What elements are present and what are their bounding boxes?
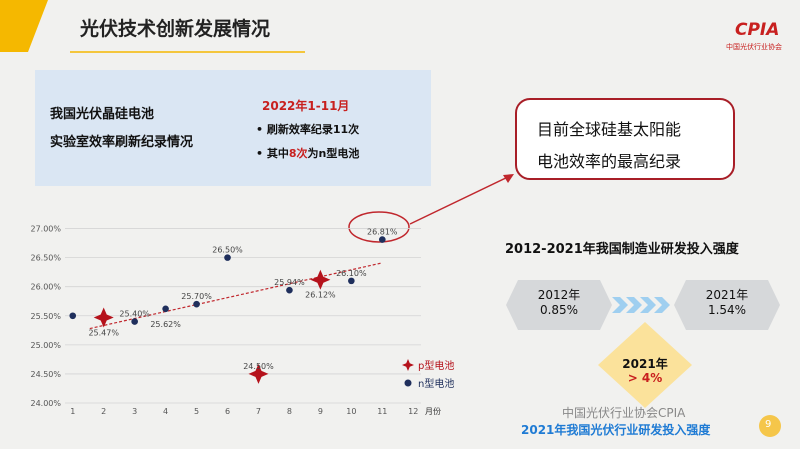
- x-tick-label: 9: [318, 407, 323, 416]
- point: [131, 318, 138, 325]
- x-axis-label: 月份: [425, 406, 441, 416]
- y-tick-label: 24.00%: [30, 399, 61, 408]
- box-year: 2021年: [622, 357, 668, 371]
- caption: 2021年我国光伏行业研发投入强度: [521, 423, 711, 437]
- y-tick-label: 26.50%: [30, 254, 61, 263]
- x-tick-label: 2: [101, 407, 106, 416]
- bullet-text: 其中: [266, 147, 289, 160]
- x-tick-label: 10: [346, 407, 356, 416]
- point: [379, 236, 386, 243]
- box-value: 0.85%: [539, 303, 579, 317]
- info-box: [35, 70, 431, 186]
- legend-label: p型电池: [418, 359, 454, 372]
- point: [286, 286, 293, 294]
- box-year: 2021年: [705, 288, 749, 302]
- rd-title: 2012-2021年我国制造业研发投入强度: [505, 242, 739, 257]
- title: 光伏技术创新发展情况: [80, 18, 271, 40]
- x-tick-label: 12: [408, 407, 418, 416]
- y-tick-label: 25.00%: [30, 341, 61, 350]
- data-label: 26.50%: [212, 246, 243, 255]
- watermark: 中国光伏行业协会CPIA: [562, 406, 686, 420]
- point: [224, 254, 231, 261]
- bullet-text: 刷新效率纪录11次: [266, 123, 360, 136]
- box-value: > 4%: [627, 371, 663, 385]
- data-label: 25.70%: [181, 292, 212, 301]
- logo-sub: 中国光伏行业协会: [726, 43, 782, 51]
- bullet-text: 为n型电池: [307, 147, 360, 160]
- data-label: 25.47%: [88, 329, 119, 338]
- info-text: 实验室效率刷新纪录情况: [50, 135, 194, 150]
- legend-marker: [404, 379, 412, 387]
- bullet-highlight: 8次: [288, 147, 308, 160]
- arrow: [409, 175, 511, 225]
- info-text: 我国光伏晶硅电池: [50, 107, 155, 122]
- x-tick-label: 7: [256, 407, 261, 416]
- data-label: 26.81%: [367, 228, 398, 237]
- data-label: 24.50%: [243, 362, 274, 371]
- bullet: • 刷新效率纪录11次: [256, 123, 360, 136]
- x-tick-label: 5: [194, 407, 199, 416]
- y-tick-label: 24.50%: [30, 370, 61, 379]
- callout-text: 电池效率的最高纪录: [537, 152, 682, 171]
- y-tick-label: 25.50%: [30, 312, 61, 321]
- period: 2022年1-11月: [262, 99, 350, 113]
- arrow-head: [503, 174, 514, 183]
- bullet: • 其中8次为n型电池: [256, 147, 360, 160]
- data-label: 25.40%: [119, 310, 150, 319]
- point: [248, 363, 269, 384]
- point: [93, 307, 114, 328]
- point: [69, 312, 77, 320]
- y-tick-label: 26.00%: [30, 283, 61, 292]
- x-tick-label: 6: [225, 407, 230, 416]
- data-label: 25.94%: [274, 278, 305, 287]
- data-label: 25.62%: [150, 320, 181, 329]
- x-tick-label: 3: [132, 407, 137, 416]
- page-number: 9: [765, 419, 772, 430]
- y-tick-label: 27.00%: [30, 225, 61, 234]
- point: [348, 277, 355, 285]
- box-value: 1.54%: [707, 303, 747, 317]
- x-tick-label: 11: [377, 407, 387, 416]
- accent: [0, 0, 48, 52]
- box: [506, 280, 612, 330]
- point: [162, 305, 169, 313]
- data-label: 26.10%: [336, 269, 367, 278]
- legend-label: n型电池: [418, 377, 454, 390]
- diamond: [598, 322, 692, 408]
- callout-text: 目前全球硅基太阳能: [537, 120, 682, 139]
- box-year: 2012年: [537, 288, 581, 302]
- point: [193, 300, 200, 308]
- box: [674, 280, 780, 330]
- chevrons: [612, 297, 670, 313]
- x-tick-label: 8: [287, 407, 292, 416]
- x-tick-label: 1: [70, 407, 75, 416]
- point: [310, 269, 331, 290]
- highlight: [348, 211, 410, 243]
- logo: CPIA: [735, 20, 780, 40]
- page-badge: [759, 415, 781, 437]
- legend-marker: [402, 359, 414, 371]
- callout-box: [515, 98, 735, 180]
- x-tick-label: 4: [163, 407, 168, 416]
- data-label: 26.12%: [305, 291, 336, 300]
